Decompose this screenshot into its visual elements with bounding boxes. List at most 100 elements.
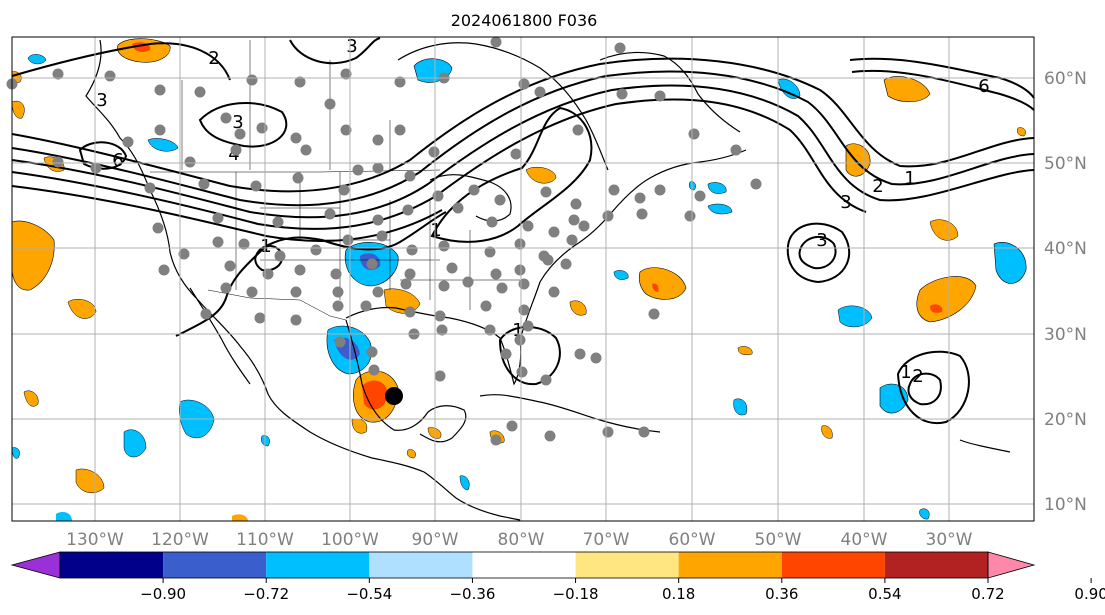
colorbar-tick-label: 0.36 xyxy=(765,585,798,603)
station-dot xyxy=(290,314,302,326)
longitude-label: 40°W xyxy=(841,530,888,550)
contour-label: 3 xyxy=(96,90,107,111)
station-dot xyxy=(184,156,196,168)
orange-shading xyxy=(11,100,25,119)
blue-shading xyxy=(777,78,801,99)
colorbar-tick-label: 0.54 xyxy=(868,585,901,603)
contour-line xyxy=(11,57,1035,193)
contour-line xyxy=(11,98,867,230)
station-dot xyxy=(292,172,304,184)
colorbar-swatch xyxy=(678,552,782,578)
station-dot xyxy=(568,214,580,226)
contour-line xyxy=(851,69,1035,111)
station-dot xyxy=(542,254,554,266)
latitude-label: 20°N xyxy=(1044,410,1087,430)
station-dot xyxy=(438,280,450,292)
station-dot xyxy=(486,216,498,228)
contour-label: 2 xyxy=(872,176,883,197)
station-dot xyxy=(638,426,650,438)
station-dot xyxy=(332,300,344,312)
blue-shading xyxy=(919,508,930,520)
latitude-label: 50°N xyxy=(1044,154,1087,174)
station-dot xyxy=(394,76,406,88)
station-dot xyxy=(636,208,648,220)
longitude-label: 130°W xyxy=(66,530,124,550)
latitude-labels: 60°N 50°N 40°N 30°N 20°N 10°N xyxy=(1044,69,1087,515)
station-dot xyxy=(428,146,440,158)
station-dot xyxy=(548,226,560,238)
blue-shading xyxy=(459,475,470,491)
orange-shading xyxy=(929,219,959,241)
longitude-label: 80°W xyxy=(498,530,545,550)
map-frame xyxy=(11,36,1035,522)
station-dot xyxy=(614,42,626,54)
station-dot xyxy=(654,90,666,102)
station-dot xyxy=(616,88,628,100)
station-dot xyxy=(300,144,312,156)
station-dot xyxy=(438,240,450,252)
station-dot xyxy=(212,236,224,248)
colorbar: −0.90 −0.72 −0.54 −0.36 −0.18 0.18 0.36 0.54 0.7… xyxy=(10,551,1105,603)
us-canada-border xyxy=(150,169,441,173)
colorbar-tick-label: −0.36 xyxy=(449,585,495,603)
station-dot xyxy=(490,268,502,280)
orange-shading xyxy=(525,167,557,184)
station-dot xyxy=(484,324,496,336)
contour-label: 3 xyxy=(840,192,851,213)
station-dot xyxy=(404,306,416,318)
colorbar-extend-high xyxy=(987,551,1036,579)
station-dot xyxy=(548,286,560,298)
station-dot xyxy=(372,214,384,226)
orange-shading xyxy=(11,220,55,291)
station-dot xyxy=(90,162,102,174)
station-dot xyxy=(570,198,582,210)
red-shading xyxy=(930,304,943,313)
station-dot xyxy=(262,268,274,280)
gridlines xyxy=(12,37,1034,521)
contour-label: 1 xyxy=(260,236,271,257)
blue-shading xyxy=(11,447,20,459)
orange-shading xyxy=(67,299,97,319)
station-dot xyxy=(250,180,262,192)
station-dot xyxy=(522,220,534,232)
colorbar-swatch xyxy=(781,552,885,578)
station-dot xyxy=(256,122,268,134)
contour-label: 2 xyxy=(912,366,923,387)
longitude-label: 110°W xyxy=(236,530,294,550)
blue-shading xyxy=(56,512,72,521)
station-dot xyxy=(500,348,512,360)
colorbar-tick-label: 0.90 xyxy=(1074,585,1105,603)
station-dot xyxy=(372,286,384,298)
contour-line xyxy=(907,372,942,406)
station-dot xyxy=(200,308,212,320)
contour-labels: 3 3 3 4 6 3 2 1 6 3 2 1 1 1 1 2 xyxy=(96,36,989,387)
station-dot xyxy=(290,132,302,144)
station-dot xyxy=(602,210,614,222)
station-dot xyxy=(514,264,526,276)
station-dot xyxy=(654,184,666,196)
blue-shading xyxy=(707,182,727,194)
station-dot xyxy=(634,192,646,204)
station-dot xyxy=(366,258,378,270)
colorbar-swatch xyxy=(575,552,679,578)
station-dot xyxy=(272,216,284,228)
latitude-label: 30°N xyxy=(1044,325,1087,345)
station-dot xyxy=(434,370,446,382)
contour-line xyxy=(11,70,1035,207)
station-dot xyxy=(494,194,506,206)
orange-shading xyxy=(1017,127,1026,137)
longitude-label: 30°W xyxy=(926,530,973,550)
station-dot xyxy=(224,260,236,272)
contour-line xyxy=(198,102,288,148)
station-dot xyxy=(294,264,306,276)
caribbean xyxy=(479,394,661,433)
station-dot xyxy=(394,124,406,136)
colorbar-swatch xyxy=(472,552,576,578)
orange-shading xyxy=(638,267,687,300)
station-dot xyxy=(432,190,444,202)
blue-shading xyxy=(613,270,629,280)
longitude-labels: 130°W 120°W 110°W 100°W 90°W 80°W 70°W 60°W 50°W… xyxy=(66,530,973,550)
atlantic-coast xyxy=(345,149,747,386)
station-dot xyxy=(566,234,578,246)
contour-line xyxy=(798,235,837,270)
